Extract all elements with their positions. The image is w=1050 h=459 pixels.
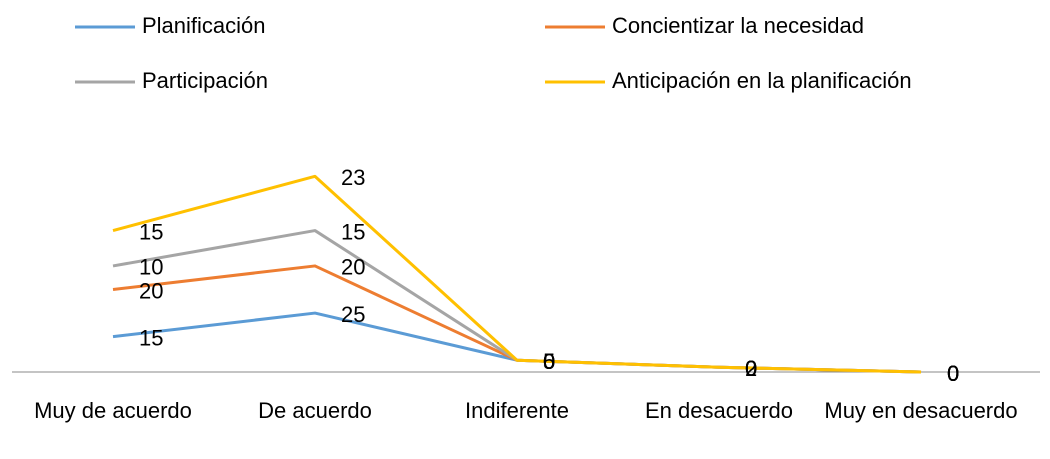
x-tick-label: Muy de acuerdo bbox=[34, 398, 192, 423]
data-label: 0 bbox=[947, 361, 959, 386]
x-tick-label: De acuerdo bbox=[258, 398, 372, 423]
data-label: 0 bbox=[745, 356, 757, 381]
data-label: 0 bbox=[745, 356, 757, 381]
legend-label: Anticipación en la planificación bbox=[612, 68, 912, 93]
data-label: 0 bbox=[745, 356, 757, 381]
legend-label: Planificación bbox=[142, 13, 266, 38]
x-tick-label: Muy en desacuerdo bbox=[824, 398, 1018, 423]
legend-label: Concientizar la necesidad bbox=[612, 13, 864, 38]
data-label: 10 bbox=[139, 255, 163, 280]
x-tick-label: Indiferente bbox=[465, 398, 569, 423]
data-label: 0 bbox=[543, 349, 555, 374]
legend-label: Participación bbox=[142, 68, 268, 93]
data-label: 15 bbox=[139, 325, 163, 350]
data-label: 0 bbox=[947, 361, 959, 386]
data-label: 25 bbox=[341, 302, 365, 327]
data-label: 20 bbox=[139, 278, 163, 303]
series-line bbox=[112, 229, 922, 374]
data-label: 15 bbox=[139, 219, 163, 244]
data-label: 0 bbox=[543, 349, 555, 374]
data-label: 2 bbox=[745, 356, 757, 381]
data-label: 5 bbox=[543, 349, 555, 374]
series-line bbox=[112, 264, 922, 374]
data-label: 20 bbox=[341, 255, 365, 280]
data-label: 15 bbox=[341, 219, 365, 244]
series-line bbox=[112, 311, 922, 374]
x-tick-label: En desacuerdo bbox=[645, 398, 793, 423]
data-label: 0 bbox=[947, 361, 959, 386]
data-label: 23 bbox=[341, 165, 365, 190]
data-label: 0 bbox=[543, 349, 555, 374]
data-label: 0 bbox=[947, 361, 959, 386]
series-line bbox=[112, 174, 922, 374]
